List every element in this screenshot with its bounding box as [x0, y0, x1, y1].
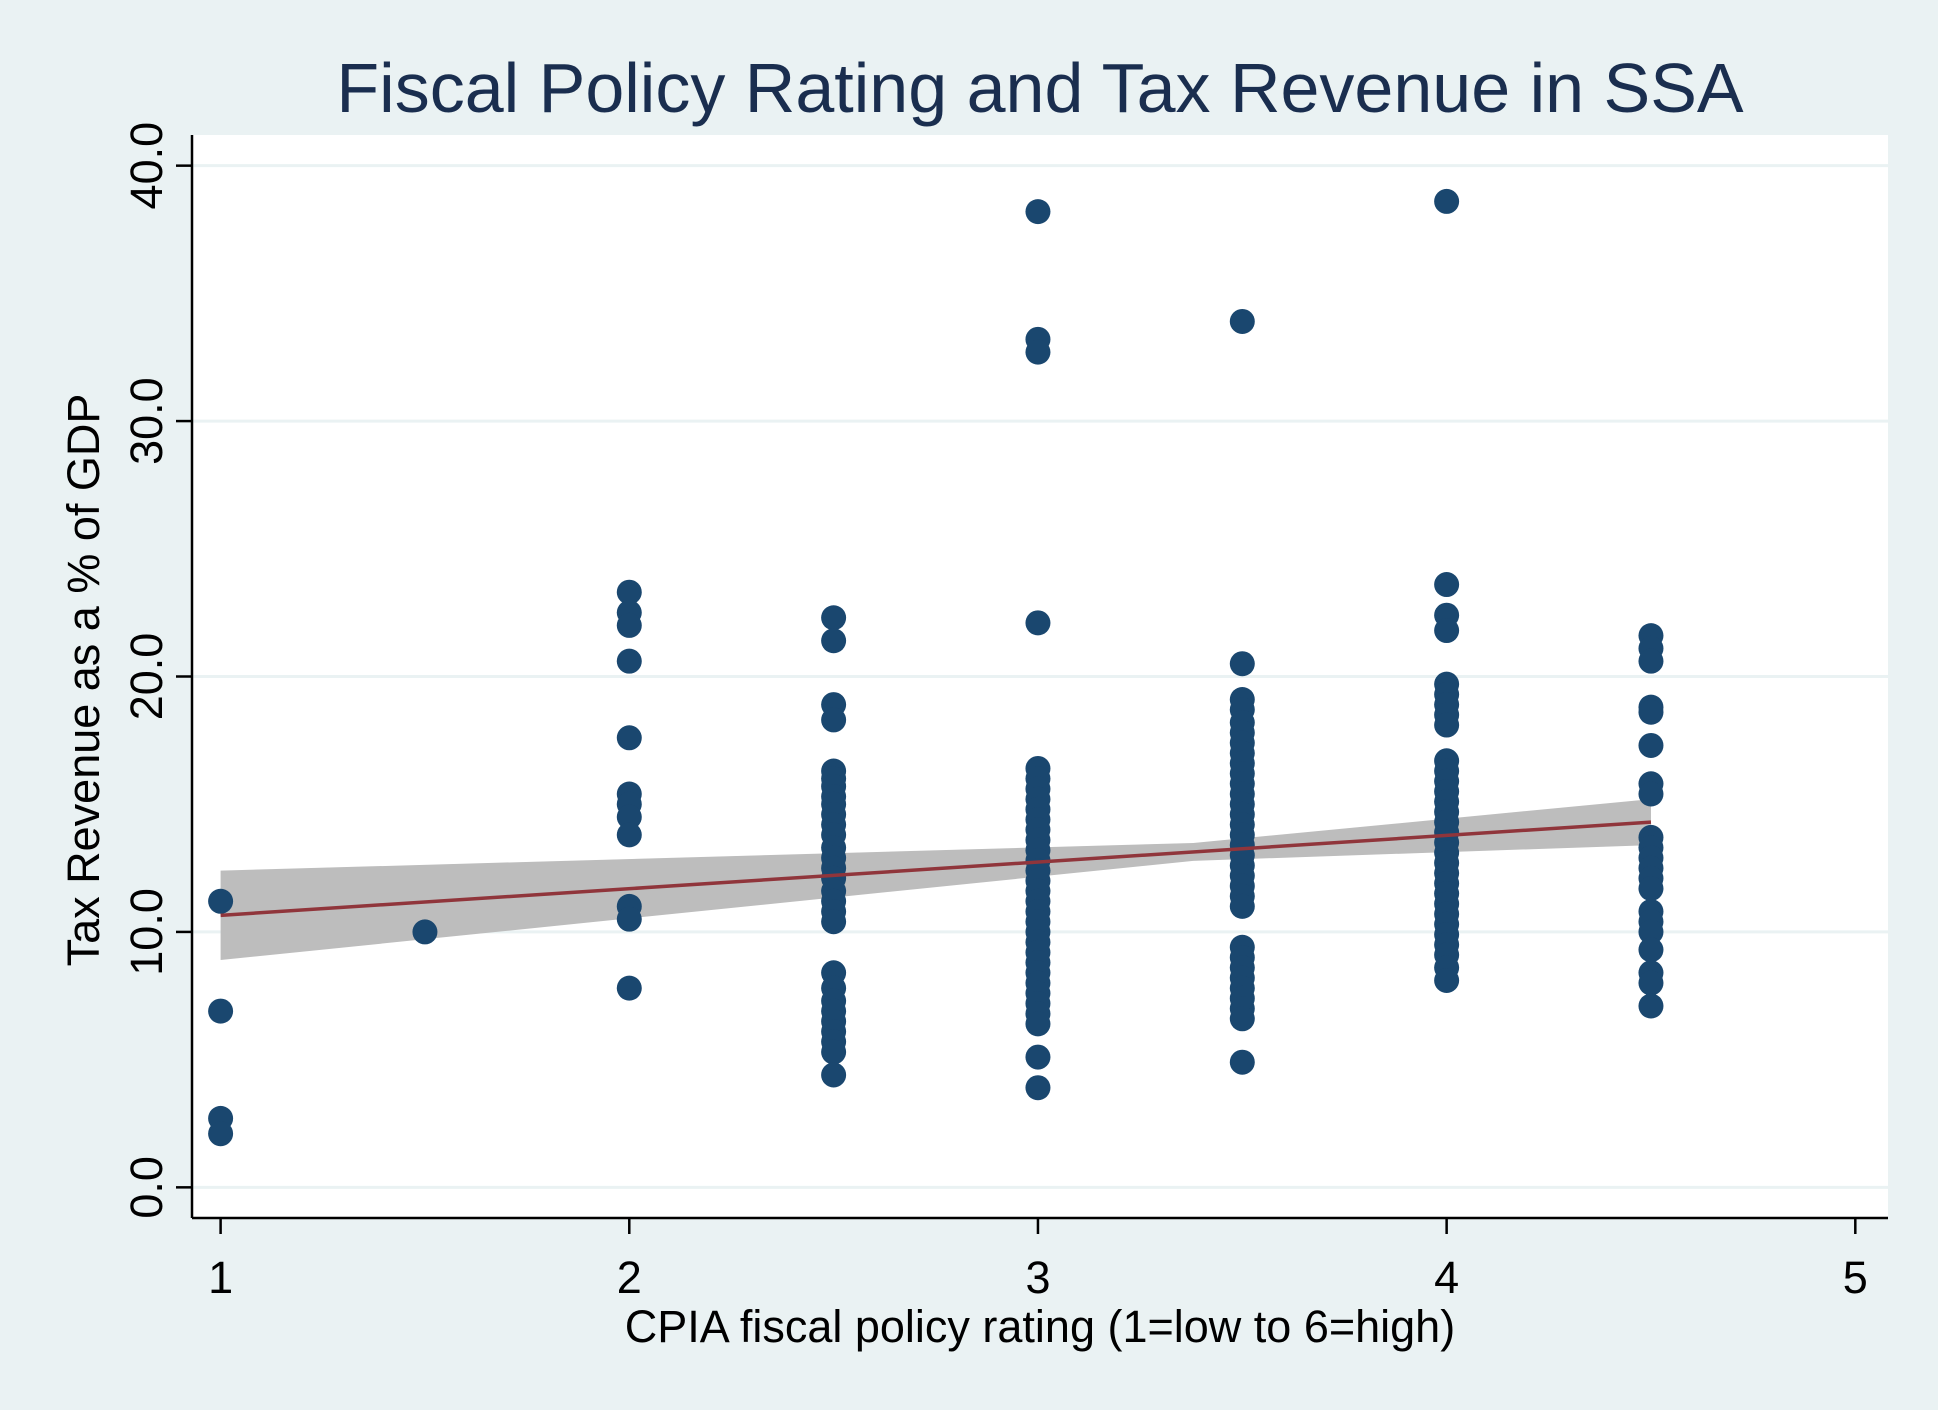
data-point-145 [1638, 699, 1664, 725]
data-point-13 [616, 822, 642, 848]
data-point-154 [1638, 876, 1664, 902]
data-point-46 [1025, 199, 1051, 225]
y-axis-ticks: 0.0 10.0 20.0 30.0 40.0 [121, 122, 192, 1219]
y-tick-label-2: 20.0 [121, 633, 172, 721]
data-point-148 [1638, 781, 1664, 807]
x-axis-label: CPIA fiscal policy rating (1=low to 6=hi… [625, 1301, 1455, 1352]
data-point-48 [1025, 339, 1051, 365]
data-point-3 [208, 1121, 234, 1147]
data-point-45 [821, 1062, 847, 1088]
data-point-161 [1638, 993, 1664, 1019]
data-point-160 [1638, 970, 1664, 996]
data-point-20 [821, 707, 847, 733]
data-point-79 [1229, 651, 1255, 677]
data-point-0 [208, 888, 234, 914]
x-tick-label-0: 1 [208, 1252, 233, 1303]
data-point-77 [1025, 1075, 1051, 1101]
x-tick-label-3: 4 [1434, 1252, 1459, 1303]
y-tick-label-4: 40.0 [121, 122, 172, 210]
data-point-108 [1229, 1006, 1255, 1032]
data-point-5 [616, 579, 642, 605]
data-point-1 [208, 998, 234, 1024]
fit-line-layer [220, 820, 1652, 918]
data-point-158 [1638, 937, 1664, 963]
data-point-7 [616, 612, 642, 638]
data-point-75 [1025, 1011, 1051, 1037]
x-tick-label-1: 2 [617, 1252, 642, 1303]
x-tick-label-2: 3 [1025, 1252, 1050, 1303]
data-points [208, 188, 1664, 1147]
data-point-140 [1434, 967, 1460, 993]
data-point-109 [1229, 1049, 1255, 1075]
data-point-4 [412, 919, 438, 945]
data-point-17 [821, 605, 847, 631]
chart-title: Fiscal Policy Rating and Tax Revenue in … [336, 49, 1744, 127]
confidence-band-layer [220, 799, 1651, 961]
data-point-18 [821, 628, 847, 654]
y-tick-label-3: 30.0 [121, 377, 172, 465]
y-tick-label-0: 0.0 [121, 1156, 172, 1219]
data-point-157 [1638, 919, 1664, 945]
data-point-111 [1434, 572, 1460, 598]
data-point-110 [1434, 188, 1460, 214]
x-tick-label-4: 5 [1843, 1252, 1868, 1303]
data-point-15 [616, 906, 642, 932]
data-point-113 [1434, 618, 1460, 644]
data-point-9 [616, 725, 642, 751]
data-point-36 [821, 909, 847, 935]
data-point-76 [1025, 1044, 1051, 1070]
data-point-118 [1434, 712, 1460, 738]
data-point-146 [1638, 732, 1664, 758]
y-axis-label: Tax Revenue as a % of GDP [58, 394, 109, 967]
confidence-band [220, 799, 1651, 961]
data-point-78 [1229, 308, 1255, 334]
data-point-100 [1229, 893, 1255, 919]
y-tick-label-1: 10.0 [121, 888, 172, 976]
data-point-143 [1638, 648, 1664, 674]
fit-line [220, 820, 1652, 918]
data-point-44 [821, 1039, 847, 1065]
data-point-12 [616, 804, 642, 830]
data-point-49 [1025, 610, 1051, 636]
data-point-8 [616, 648, 642, 674]
data-point-16 [616, 975, 642, 1001]
x-axis-ticks: 1 2 3 4 5 [208, 1218, 1868, 1303]
